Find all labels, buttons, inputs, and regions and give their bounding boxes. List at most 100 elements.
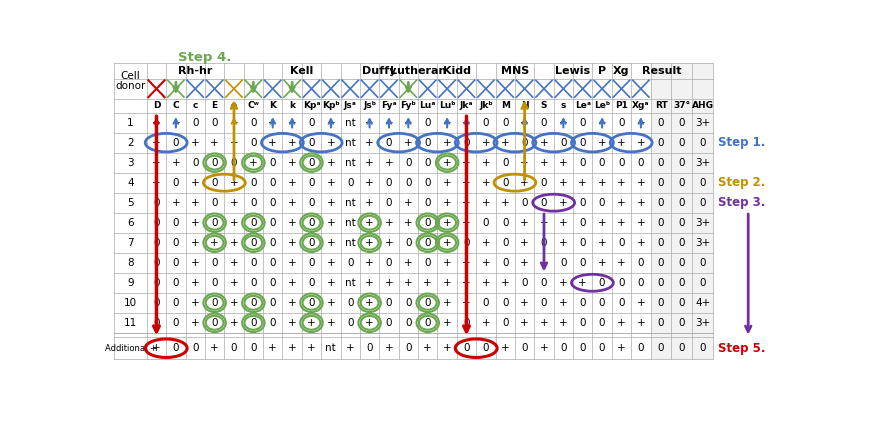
Text: c: c [192, 101, 198, 110]
Text: 0: 0 [192, 158, 199, 167]
Text: 0: 0 [638, 343, 644, 353]
Text: +: + [559, 238, 568, 248]
Text: +: + [327, 138, 336, 147]
Text: Lewis: Lewis [555, 66, 591, 76]
Text: +: + [327, 218, 336, 228]
Text: P1: P1 [615, 101, 628, 110]
Text: 0: 0 [464, 343, 470, 353]
Text: MNS: MNS [501, 66, 529, 76]
Text: 0: 0 [599, 298, 606, 308]
Text: +: + [637, 238, 645, 248]
Text: 0: 0 [154, 218, 160, 228]
Text: 0: 0 [386, 178, 392, 188]
Text: +: + [598, 138, 607, 147]
Text: 0: 0 [405, 178, 411, 188]
Text: +: + [637, 138, 645, 147]
Text: 4+: 4+ [695, 298, 711, 308]
Text: nt: nt [345, 278, 356, 288]
Text: Luᵇ: Luᵇ [439, 101, 456, 110]
Text: +: + [442, 198, 451, 208]
Text: +: + [366, 258, 374, 268]
Text: +: + [404, 258, 412, 268]
Text: +: + [520, 118, 529, 128]
Text: M: M [501, 101, 509, 110]
Text: +: + [442, 158, 451, 167]
Text: +: + [520, 258, 529, 268]
Text: +: + [481, 258, 490, 268]
Text: +: + [442, 118, 451, 128]
Text: 0: 0 [540, 278, 547, 288]
Text: 0: 0 [172, 238, 179, 248]
Text: +: + [210, 343, 219, 353]
Text: +: + [442, 238, 451, 248]
Text: 0: 0 [250, 198, 257, 208]
Text: +: + [230, 118, 238, 128]
Text: 0: 0 [540, 238, 547, 248]
Text: +: + [462, 178, 471, 188]
Text: 0: 0 [658, 318, 664, 328]
Text: nt: nt [326, 343, 336, 353]
Text: +: + [152, 158, 161, 167]
Text: 0: 0 [308, 118, 314, 128]
Text: 0: 0 [172, 218, 179, 228]
Text: +: + [385, 158, 393, 167]
Text: 0: 0 [230, 343, 238, 353]
Text: +: + [598, 258, 607, 268]
Text: 0: 0 [211, 278, 218, 288]
Text: 0: 0 [699, 258, 706, 268]
Text: +: + [442, 138, 451, 147]
Text: Fyᵇ: Fyᵇ [400, 101, 416, 110]
Text: +: + [501, 198, 509, 208]
Text: +: + [230, 138, 238, 147]
Text: +: + [404, 198, 412, 208]
Text: +: + [442, 178, 451, 188]
Text: +: + [385, 218, 393, 228]
Text: 0: 0 [347, 258, 353, 268]
Text: K: K [269, 101, 276, 110]
Text: 0: 0 [679, 298, 685, 308]
Text: +: + [462, 198, 471, 208]
Text: 0: 0 [211, 298, 218, 308]
Text: 3+: 3+ [695, 158, 711, 167]
Text: Leᵃ: Leᵃ [575, 101, 591, 110]
Text: 0: 0 [154, 298, 160, 308]
Text: 0: 0 [599, 158, 606, 167]
Text: 0: 0 [386, 258, 392, 268]
Text: Cʷ: Cʷ [247, 101, 260, 110]
Text: 0: 0 [699, 178, 706, 188]
Text: Kidd: Kidd [442, 66, 471, 76]
Text: 0: 0 [308, 278, 314, 288]
Text: 5: 5 [127, 198, 134, 208]
Text: Duffy: Duffy [362, 66, 396, 76]
Text: 0: 0 [618, 158, 625, 167]
Text: 10: 10 [124, 298, 137, 308]
Text: +: + [559, 118, 568, 128]
Text: Step 4.: Step 4. [178, 51, 231, 64]
Text: Jkᵃ: Jkᵃ [460, 101, 473, 110]
Text: +: + [230, 278, 238, 288]
Text: 0: 0 [154, 238, 160, 248]
Text: +: + [327, 258, 336, 268]
Text: 1: 1 [127, 118, 134, 128]
Text: +: + [559, 318, 568, 328]
Text: +: + [288, 218, 297, 228]
Text: +: + [540, 318, 548, 328]
Text: +: + [152, 118, 161, 128]
Text: +: + [366, 198, 374, 208]
Text: +: + [559, 278, 568, 288]
Text: 0: 0 [211, 258, 218, 268]
Text: +: + [442, 278, 451, 288]
Text: +: + [481, 198, 490, 208]
Text: 9: 9 [127, 278, 134, 288]
Text: 0: 0 [579, 158, 586, 167]
Text: 0: 0 [269, 278, 276, 288]
Text: S: S [540, 101, 547, 110]
Text: +: + [481, 138, 490, 147]
Text: +: + [617, 198, 626, 208]
Text: +: + [152, 343, 161, 353]
Text: +: + [637, 218, 645, 228]
Text: +: + [385, 238, 393, 248]
Text: 0: 0 [347, 298, 353, 308]
Text: +: + [288, 318, 297, 328]
Text: 0: 0 [521, 278, 528, 288]
